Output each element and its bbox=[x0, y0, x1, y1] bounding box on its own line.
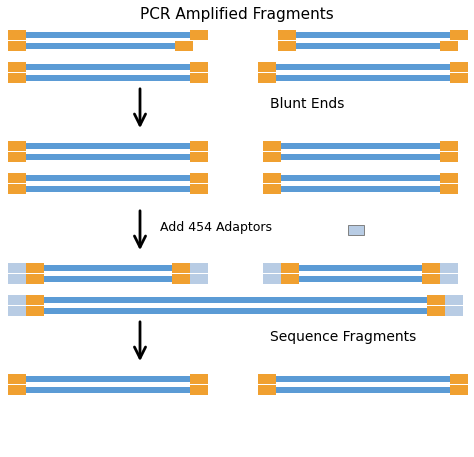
Bar bbox=[278, 32, 468, 38]
Bar bbox=[8, 308, 463, 314]
Bar bbox=[278, 41, 296, 51]
Bar bbox=[8, 62, 26, 72]
Bar bbox=[8, 75, 208, 81]
Bar bbox=[26, 306, 44, 316]
Bar bbox=[190, 62, 208, 72]
Bar bbox=[263, 274, 281, 284]
Bar bbox=[450, 62, 468, 72]
Bar bbox=[258, 62, 276, 72]
Bar bbox=[263, 141, 281, 151]
Bar bbox=[422, 263, 440, 273]
Bar bbox=[190, 274, 208, 284]
Bar bbox=[440, 274, 458, 284]
Bar bbox=[8, 141, 26, 151]
Bar bbox=[8, 274, 26, 284]
Bar bbox=[263, 265, 458, 271]
Bar bbox=[8, 295, 26, 305]
Bar bbox=[263, 175, 458, 181]
Bar bbox=[348, 224, 364, 234]
Bar bbox=[258, 376, 468, 382]
Bar bbox=[8, 32, 208, 38]
Bar bbox=[8, 175, 208, 181]
Bar bbox=[258, 64, 468, 70]
Bar bbox=[440, 173, 458, 183]
Bar bbox=[258, 374, 276, 384]
Text: Sequence Fragments: Sequence Fragments bbox=[270, 329, 416, 344]
Bar bbox=[190, 374, 208, 384]
Bar bbox=[440, 141, 458, 151]
Bar bbox=[258, 385, 276, 395]
Bar bbox=[190, 30, 208, 40]
Bar bbox=[8, 265, 208, 271]
Bar bbox=[8, 385, 26, 395]
Bar bbox=[263, 173, 281, 183]
Bar bbox=[8, 30, 26, 40]
Bar bbox=[445, 306, 463, 316]
Text: PCR Amplified Fragments: PCR Amplified Fragments bbox=[140, 7, 334, 22]
Bar bbox=[26, 274, 44, 284]
Bar bbox=[8, 154, 208, 160]
Bar bbox=[258, 387, 468, 393]
Bar bbox=[440, 152, 458, 162]
Bar bbox=[450, 73, 468, 83]
Bar bbox=[263, 263, 281, 273]
Bar bbox=[427, 295, 445, 305]
Bar bbox=[450, 374, 468, 384]
Bar bbox=[8, 186, 208, 192]
Bar bbox=[190, 385, 208, 395]
Bar bbox=[8, 387, 208, 393]
Bar bbox=[440, 263, 458, 273]
Bar bbox=[450, 385, 468, 395]
Bar bbox=[8, 64, 208, 70]
Bar bbox=[190, 173, 208, 183]
Bar bbox=[450, 30, 468, 40]
Bar bbox=[427, 306, 445, 316]
Bar bbox=[190, 263, 208, 273]
Bar bbox=[263, 186, 458, 192]
Bar bbox=[258, 75, 468, 81]
Text: Blunt Ends: Blunt Ends bbox=[270, 96, 345, 111]
Bar bbox=[278, 30, 296, 40]
Bar bbox=[8, 306, 26, 316]
Bar bbox=[26, 295, 44, 305]
Bar bbox=[263, 152, 281, 162]
Bar bbox=[175, 41, 193, 51]
Bar bbox=[263, 154, 458, 160]
Bar bbox=[8, 43, 193, 49]
Bar bbox=[258, 73, 276, 83]
Bar bbox=[8, 263, 26, 273]
Bar bbox=[8, 297, 463, 303]
Bar bbox=[26, 263, 44, 273]
Bar bbox=[8, 374, 26, 384]
Bar bbox=[8, 73, 26, 83]
Bar bbox=[172, 274, 190, 284]
Bar bbox=[190, 73, 208, 83]
Bar bbox=[8, 376, 208, 382]
Bar bbox=[263, 276, 458, 282]
Bar bbox=[445, 295, 463, 305]
Bar bbox=[440, 41, 458, 51]
Bar bbox=[190, 152, 208, 162]
Bar bbox=[8, 152, 26, 162]
Bar bbox=[172, 263, 190, 273]
Bar bbox=[281, 274, 299, 284]
Bar bbox=[8, 184, 26, 194]
Bar bbox=[281, 263, 299, 273]
Bar bbox=[422, 274, 440, 284]
Bar bbox=[8, 41, 26, 51]
Bar bbox=[8, 143, 208, 149]
Bar bbox=[190, 141, 208, 151]
Bar bbox=[278, 43, 458, 49]
Bar bbox=[263, 184, 281, 194]
Bar bbox=[190, 184, 208, 194]
Bar bbox=[8, 276, 208, 282]
Bar bbox=[263, 143, 458, 149]
Text: Add 454 Adaptors: Add 454 Adaptors bbox=[160, 221, 272, 234]
Bar bbox=[440, 184, 458, 194]
Bar bbox=[8, 173, 26, 183]
